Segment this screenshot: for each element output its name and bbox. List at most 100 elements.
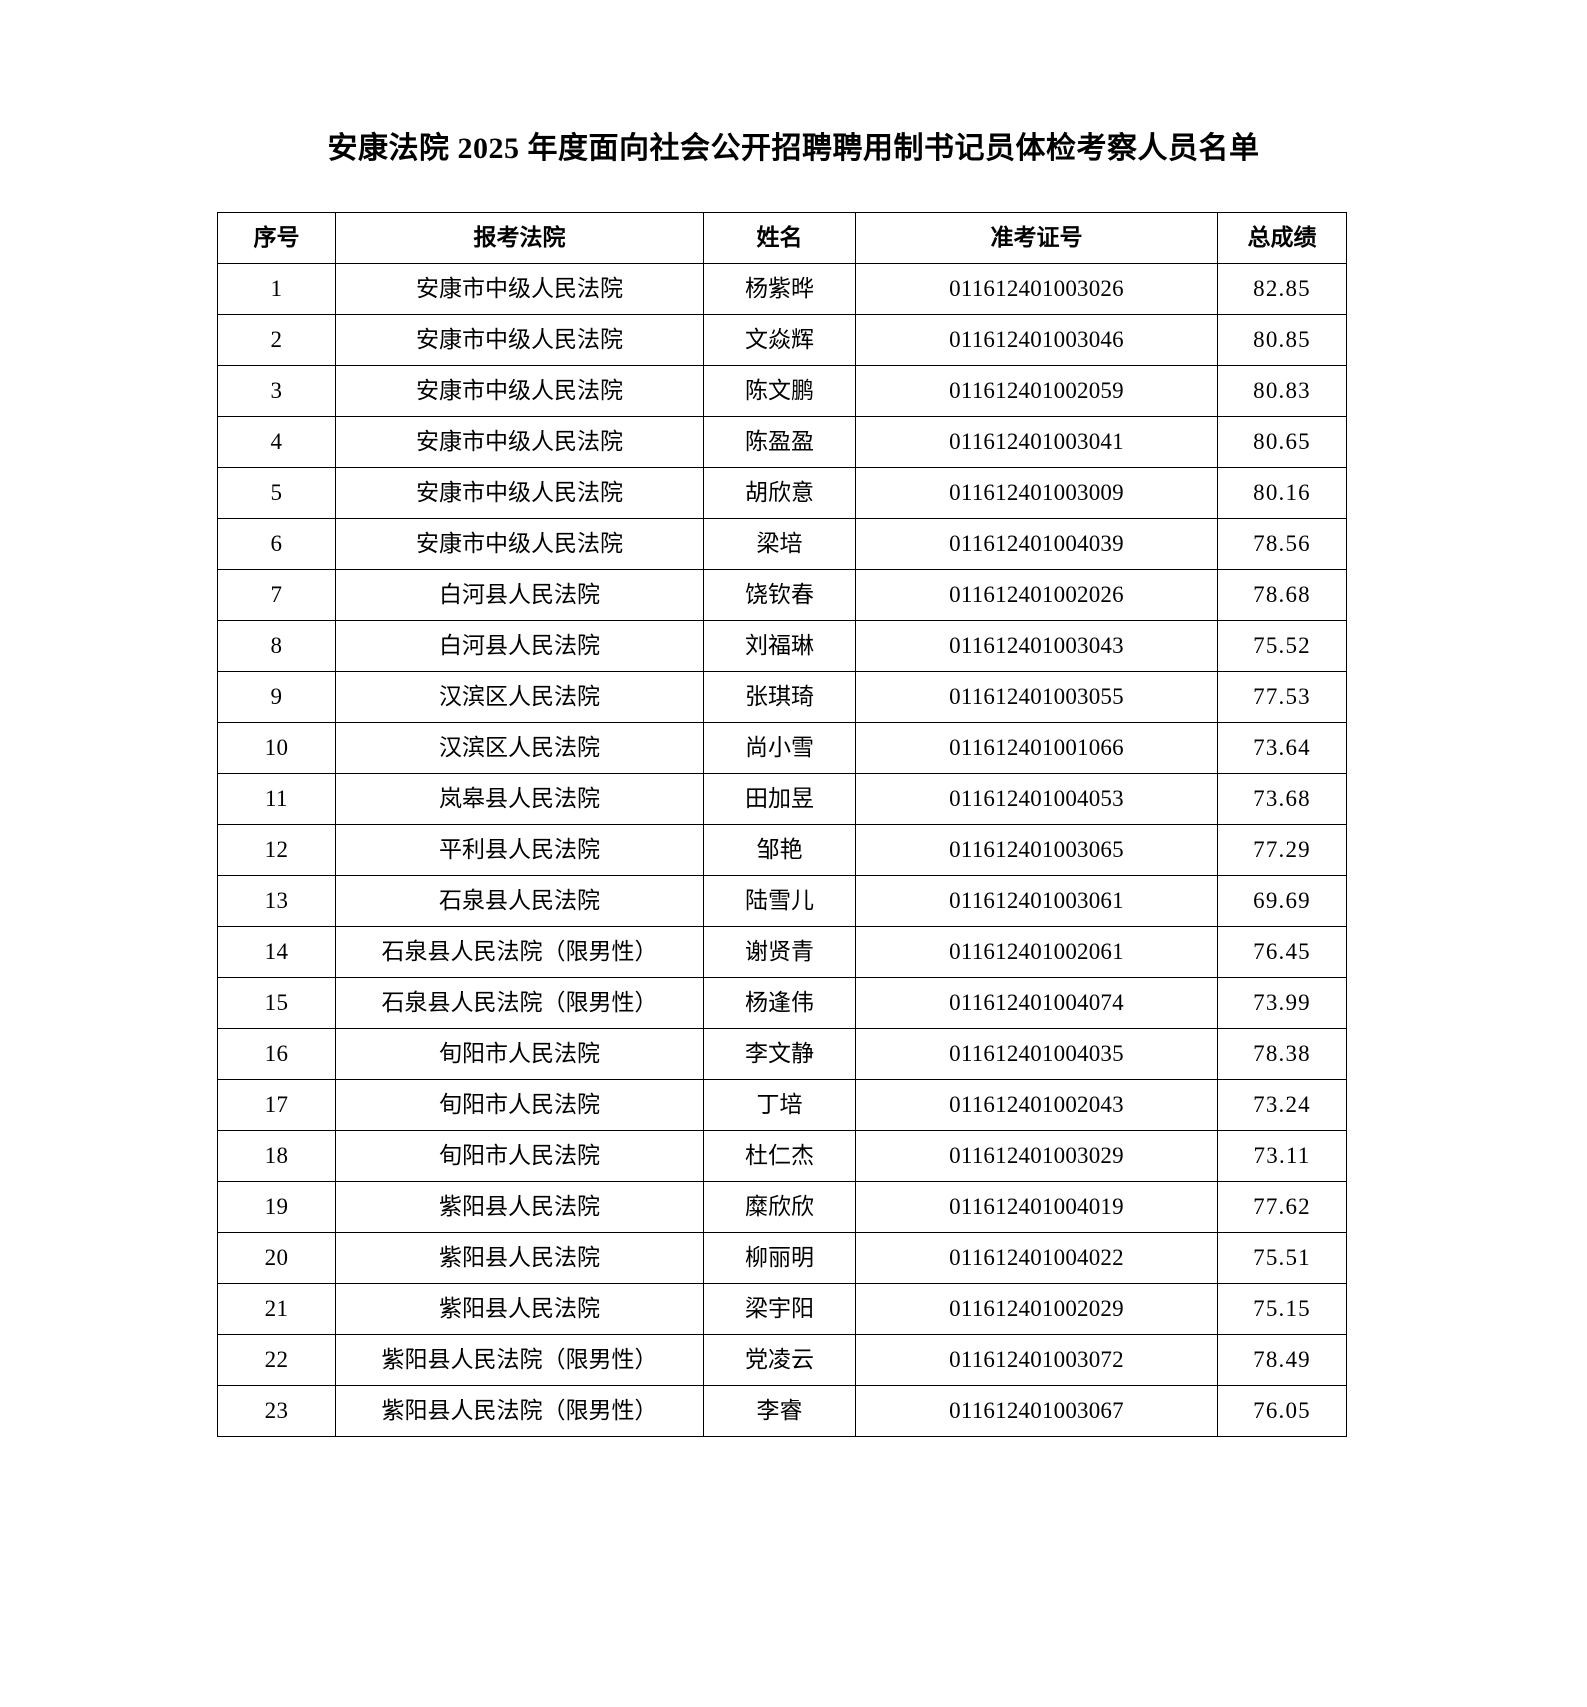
column-header-name: 姓名	[703, 212, 856, 264]
cell-court: 汉滨区人民法院	[335, 722, 704, 774]
cell-index: 21	[217, 1283, 336, 1335]
cell-name: 邹艳	[703, 824, 856, 876]
cell-index: 9	[217, 671, 336, 723]
page-title: 安康法院 2025 年度面向社会公开招聘聘用制书记员体检考察人员名单	[327, 132, 1260, 165]
cell-court: 平利县人民法院	[335, 824, 704, 876]
cell-name: 张琪琦	[703, 671, 856, 723]
cell-ticket: 011612401003029	[855, 1130, 1218, 1182]
cell-index: 2	[217, 314, 336, 366]
cell-court: 安康市中级人民法院	[335, 467, 704, 519]
cell-ticket: 011612401003009	[855, 467, 1218, 519]
cell-name: 杜仁杰	[703, 1130, 856, 1182]
cell-score: 73.24	[1217, 1079, 1347, 1131]
cell-ticket: 011612401003072	[855, 1334, 1218, 1386]
cell-index: 23	[217, 1385, 336, 1437]
cell-score: 73.64	[1217, 722, 1347, 774]
cell-score: 78.68	[1217, 569, 1347, 621]
cell-court: 安康市中级人民法院	[335, 263, 704, 315]
cell-ticket: 011612401003041	[855, 416, 1218, 468]
cell-score: 75.51	[1217, 1232, 1347, 1284]
cell-name: 柳丽明	[703, 1232, 856, 1284]
cell-name: 糜欣欣	[703, 1181, 856, 1233]
cell-score: 80.83	[1217, 365, 1347, 417]
cell-score: 73.11	[1217, 1130, 1347, 1182]
cell-court: 紫阳县人民法院（限男性）	[335, 1334, 704, 1386]
table-row: 21 紫阳县人民法院 梁宇阳 011612401002029 75.15	[217, 1283, 1347, 1335]
cell-name: 杨紫晔	[703, 263, 856, 315]
cell-index: 17	[217, 1079, 336, 1131]
cell-score: 80.16	[1217, 467, 1347, 519]
cell-score: 78.49	[1217, 1334, 1347, 1386]
cell-court: 紫阳县人民法院	[335, 1181, 704, 1233]
roster-table: 序号 报考法院 姓名 准考证号 总成绩 1 安康市中级人民法院 杨紫晔 01161240100…	[217, 212, 1347, 1437]
cell-name: 刘福琳	[703, 620, 856, 672]
cell-name: 杨逢伟	[703, 977, 856, 1029]
table-row: 15 石泉县人民法院（限男性） 杨逢伟 011612401004074 73.99	[217, 977, 1347, 1029]
table-body: 1 安康市中级人民法院 杨紫晔 011612401003026 82.85 2 安康市中级人…	[217, 263, 1347, 1437]
table-header-row: 序号 报考法院 姓名 准考证号 总成绩	[217, 212, 1347, 264]
table-row: 19 紫阳县人民法院 糜欣欣 011612401004019 77.62	[217, 1181, 1347, 1233]
cell-court: 旬阳市人民法院	[335, 1079, 704, 1131]
cell-court: 旬阳市人民法院	[335, 1130, 704, 1182]
table-row: 2 安康市中级人民法院 文焱辉 011612401003046 80.85	[217, 314, 1347, 366]
cell-ticket: 011612401002043	[855, 1079, 1218, 1131]
cell-index: 14	[217, 926, 336, 978]
table-row: 5 安康市中级人民法院 胡欣意 011612401003009 80.16	[217, 467, 1347, 519]
cell-score: 80.65	[1217, 416, 1347, 468]
cell-index: 4	[217, 416, 336, 468]
cell-name: 李睿	[703, 1385, 856, 1437]
cell-court: 石泉县人民法院（限男性）	[335, 926, 704, 978]
column-header-index: 序号	[217, 212, 336, 264]
cell-index: 19	[217, 1181, 336, 1233]
cell-ticket: 011612401002026	[855, 569, 1218, 621]
cell-court: 汉滨区人民法院	[335, 671, 704, 723]
cell-name: 田加昱	[703, 773, 856, 825]
cell-index: 6	[217, 518, 336, 570]
cell-ticket: 011612401003067	[855, 1385, 1218, 1437]
table-row: 7 白河县人民法院 饶钦春 011612401002026 78.68	[217, 569, 1347, 621]
cell-ticket: 011612401003026	[855, 263, 1218, 315]
cell-court: 岚皋县人民法院	[335, 773, 704, 825]
cell-court: 白河县人民法院	[335, 620, 704, 672]
cell-court: 安康市中级人民法院	[335, 365, 704, 417]
column-header-court: 报考法院	[335, 212, 704, 264]
cell-ticket: 011612401002059	[855, 365, 1218, 417]
cell-score: 78.38	[1217, 1028, 1347, 1080]
cell-name: 胡欣意	[703, 467, 856, 519]
table-row: 9 汉滨区人民法院 张琪琦 011612401003055 77.53	[217, 671, 1347, 723]
table-row: 3 安康市中级人民法院 陈文鹏 011612401002059 80.83	[217, 365, 1347, 417]
table-row: 17 旬阳市人民法院 丁培 011612401002043 73.24	[217, 1079, 1347, 1131]
cell-name: 文焱辉	[703, 314, 856, 366]
cell-court: 紫阳县人民法院（限男性）	[335, 1385, 704, 1437]
cell-ticket: 011612401004035	[855, 1028, 1218, 1080]
cell-index: 7	[217, 569, 336, 621]
roster-table-container: 序号 报考法院 姓名 准考证号 总成绩 1 安康市中级人民法院 杨紫晔 01161240100…	[217, 212, 1347, 1437]
cell-name: 梁培	[703, 518, 856, 570]
cell-index: 18	[217, 1130, 336, 1182]
cell-index: 12	[217, 824, 336, 876]
cell-score: 82.85	[1217, 263, 1347, 315]
cell-index: 10	[217, 722, 336, 774]
cell-court: 紫阳县人民法院	[335, 1232, 704, 1284]
cell-score: 75.52	[1217, 620, 1347, 672]
cell-ticket: 011612401004019	[855, 1181, 1218, 1233]
cell-ticket: 011612401003046	[855, 314, 1218, 366]
table-header: 序号 报考法院 姓名 准考证号 总成绩	[217, 212, 1347, 264]
cell-score: 73.68	[1217, 773, 1347, 825]
cell-score: 77.62	[1217, 1181, 1347, 1233]
cell-name: 梁宇阳	[703, 1283, 856, 1335]
table-row: 4 安康市中级人民法院 陈盈盈 011612401003041 80.65	[217, 416, 1347, 468]
cell-ticket: 011612401003065	[855, 824, 1218, 876]
cell-index: 8	[217, 620, 336, 672]
cell-ticket: 011612401003043	[855, 620, 1218, 672]
cell-ticket: 011612401002029	[855, 1283, 1218, 1335]
cell-index: 16	[217, 1028, 336, 1080]
table-row: 20 紫阳县人民法院 柳丽明 011612401004022 75.51	[217, 1232, 1347, 1284]
cell-name: 李文静	[703, 1028, 856, 1080]
cell-court: 安康市中级人民法院	[335, 416, 704, 468]
cell-ticket: 011612401003061	[855, 875, 1218, 927]
table-row: 11 岚皋县人民法院 田加昱 011612401004053 73.68	[217, 773, 1347, 825]
cell-court: 石泉县人民法院（限男性）	[335, 977, 704, 1029]
cell-index: 20	[217, 1232, 336, 1284]
table-row: 1 安康市中级人民法院 杨紫晔 011612401003026 82.85	[217, 263, 1347, 315]
